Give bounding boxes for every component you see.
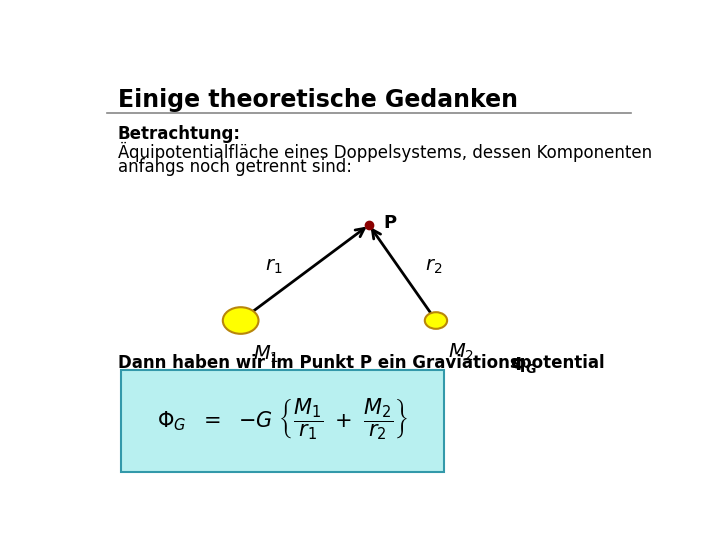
FancyBboxPatch shape <box>121 370 444 472</box>
Text: Äquipotentialfläche eines Doppelsystems, dessen Komponenten: Äquipotentialfläche eines Doppelsystems,… <box>118 141 652 162</box>
Text: $r_1$: $r_1$ <box>266 258 283 275</box>
Text: $M_2$: $M_2$ <box>448 341 474 362</box>
Text: Einige theoretische Gedanken: Einige theoretische Gedanken <box>118 87 518 112</box>
Circle shape <box>222 307 258 334</box>
Text: anfangs noch getrennt sind:: anfangs noch getrennt sind: <box>118 158 352 177</box>
Text: $\mathbf{\Phi_G}$: $\mathbf{\Phi_G}$ <box>510 355 536 375</box>
Circle shape <box>425 312 447 329</box>
Text: Dann haben wir im Punkt P ein Graviationspotential: Dann haben wir im Punkt P ein Graviation… <box>118 354 611 372</box>
Text: $\Phi_G \ \ = \ \ \mathit{-G} \ \left\{ \dfrac{M_1}{r_1} \ + \ \dfrac{M_2}{r_2} : $\Phi_G \ \ = \ \ \mathit{-G} \ \left\{ … <box>157 396 408 442</box>
Text: $r_2$: $r_2$ <box>425 258 442 275</box>
Text: $M_1$: $M_1$ <box>253 343 279 364</box>
Text: Betrachtung:: Betrachtung: <box>118 125 241 143</box>
Text: P: P <box>383 214 396 232</box>
